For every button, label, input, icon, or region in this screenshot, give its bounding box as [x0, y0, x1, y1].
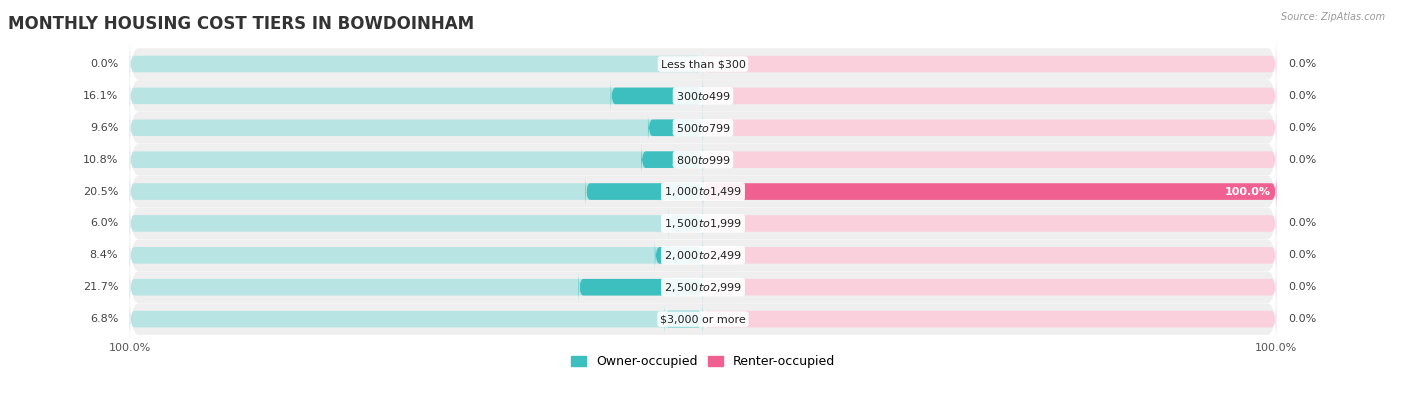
- Text: Source: ZipAtlas.com: Source: ZipAtlas.com: [1281, 12, 1385, 22]
- Text: $300 to $499: $300 to $499: [675, 90, 731, 102]
- Text: 100.0%: 100.0%: [1256, 343, 1298, 353]
- Text: 0.0%: 0.0%: [1288, 59, 1316, 69]
- FancyBboxPatch shape: [703, 206, 1277, 241]
- FancyBboxPatch shape: [129, 302, 703, 336]
- Text: 6.0%: 6.0%: [90, 218, 118, 228]
- FancyBboxPatch shape: [129, 47, 703, 81]
- Text: 8.4%: 8.4%: [90, 250, 118, 260]
- FancyBboxPatch shape: [655, 238, 703, 273]
- FancyBboxPatch shape: [703, 142, 1277, 177]
- Text: 20.5%: 20.5%: [83, 187, 118, 197]
- FancyBboxPatch shape: [129, 255, 1277, 319]
- Text: Less than $300: Less than $300: [661, 59, 745, 69]
- Text: $800 to $999: $800 to $999: [675, 154, 731, 166]
- FancyBboxPatch shape: [610, 79, 703, 113]
- FancyBboxPatch shape: [129, 127, 1277, 192]
- FancyBboxPatch shape: [703, 174, 1277, 209]
- Text: $2,500 to $2,999: $2,500 to $2,999: [664, 281, 742, 294]
- FancyBboxPatch shape: [585, 174, 703, 209]
- FancyBboxPatch shape: [641, 142, 703, 177]
- FancyBboxPatch shape: [129, 142, 703, 177]
- Text: 0.0%: 0.0%: [1288, 155, 1316, 165]
- Text: 0.0%: 0.0%: [1288, 314, 1316, 324]
- Text: $500 to $799: $500 to $799: [675, 122, 731, 134]
- FancyBboxPatch shape: [129, 174, 703, 209]
- Text: 0.0%: 0.0%: [1288, 218, 1316, 228]
- FancyBboxPatch shape: [703, 270, 1277, 305]
- FancyBboxPatch shape: [703, 110, 1277, 145]
- Text: 9.6%: 9.6%: [90, 123, 118, 133]
- Text: 0.0%: 0.0%: [1288, 282, 1316, 292]
- Legend: Owner-occupied, Renter-occupied: Owner-occupied, Renter-occupied: [567, 350, 839, 373]
- Text: $2,000 to $2,499: $2,000 to $2,499: [664, 249, 742, 262]
- Text: 10.8%: 10.8%: [83, 155, 118, 165]
- Text: 0.0%: 0.0%: [1288, 123, 1316, 133]
- FancyBboxPatch shape: [703, 47, 1277, 81]
- Text: 100.0%: 100.0%: [1225, 187, 1271, 197]
- Text: 16.1%: 16.1%: [83, 91, 118, 101]
- FancyBboxPatch shape: [703, 174, 1277, 209]
- FancyBboxPatch shape: [669, 206, 703, 241]
- Text: 100.0%: 100.0%: [108, 343, 150, 353]
- Text: 21.7%: 21.7%: [83, 282, 118, 292]
- FancyBboxPatch shape: [664, 302, 703, 336]
- FancyBboxPatch shape: [579, 270, 703, 305]
- FancyBboxPatch shape: [129, 64, 1277, 128]
- Text: 6.8%: 6.8%: [90, 314, 118, 324]
- FancyBboxPatch shape: [703, 79, 1277, 113]
- Text: $1,500 to $1,999: $1,500 to $1,999: [664, 217, 742, 230]
- Text: MONTHLY HOUSING COST TIERS IN BOWDOINHAM: MONTHLY HOUSING COST TIERS IN BOWDOINHAM: [8, 15, 474, 33]
- FancyBboxPatch shape: [129, 270, 703, 305]
- Text: 0.0%: 0.0%: [1288, 91, 1316, 101]
- FancyBboxPatch shape: [129, 159, 1277, 224]
- FancyBboxPatch shape: [129, 206, 703, 241]
- Text: $1,000 to $1,499: $1,000 to $1,499: [664, 185, 742, 198]
- FancyBboxPatch shape: [648, 110, 703, 145]
- FancyBboxPatch shape: [129, 238, 703, 273]
- FancyBboxPatch shape: [129, 110, 703, 145]
- FancyBboxPatch shape: [129, 287, 1277, 351]
- FancyBboxPatch shape: [129, 223, 1277, 288]
- FancyBboxPatch shape: [129, 191, 1277, 256]
- FancyBboxPatch shape: [129, 79, 703, 113]
- FancyBboxPatch shape: [129, 32, 1277, 96]
- Text: $3,000 or more: $3,000 or more: [661, 314, 745, 324]
- Text: 0.0%: 0.0%: [90, 59, 118, 69]
- FancyBboxPatch shape: [703, 238, 1277, 273]
- FancyBboxPatch shape: [129, 96, 1277, 160]
- Text: 0.0%: 0.0%: [1288, 250, 1316, 260]
- FancyBboxPatch shape: [703, 302, 1277, 336]
